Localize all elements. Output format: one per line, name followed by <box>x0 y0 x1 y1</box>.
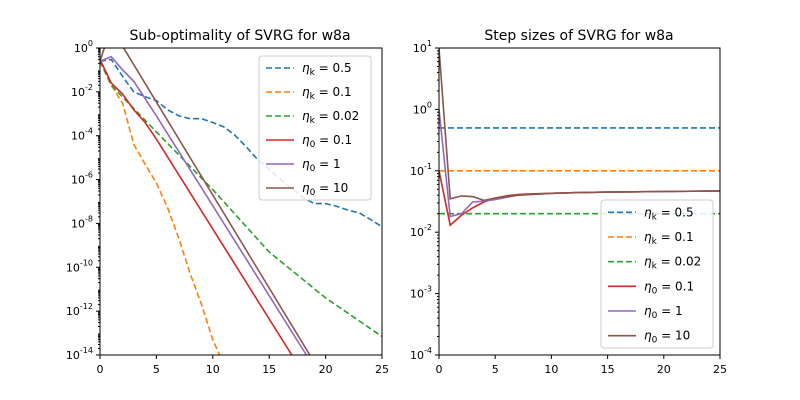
y-tick-label: 101 <box>413 39 432 55</box>
x-tick-label: 5 <box>492 363 499 376</box>
legend-label: ηk = 0.5 <box>302 61 352 78</box>
x-tick-label: 20 <box>319 363 333 376</box>
legend-label: ηk = 0.02 <box>302 109 359 126</box>
y-tick-label: 100 <box>74 39 93 55</box>
y-tick-label: 10-4 <box>410 346 432 362</box>
series-line <box>439 48 720 202</box>
y-tick-label: 10-3 <box>410 285 432 301</box>
y-tick-label: 10-2 <box>71 83 93 99</box>
x-tick-label: 25 <box>713 363 727 376</box>
x-tick-label: 5 <box>153 363 160 376</box>
legend-label: ηk = 0.02 <box>644 255 701 272</box>
axes-frame <box>99 47 383 356</box>
series-line <box>100 55 308 355</box>
x-tick-label: 25 <box>375 363 389 376</box>
y-tick-label: 10-4 <box>71 127 93 143</box>
legend-label: η0 = 10 <box>644 329 690 346</box>
series-line <box>100 60 221 355</box>
x-tick-label: 0 <box>97 363 104 376</box>
legend-box <box>600 199 714 349</box>
legend-label: ηk = 0.1 <box>302 85 352 102</box>
y-tick-label: 10-2 <box>410 223 432 239</box>
legend: ηk = 0.5 ηk = 0.1 ηk = 0.02 η0 = 0.1 η0 = 1 η… <box>258 55 372 201</box>
series-group <box>100 48 382 355</box>
y-tick-label: 10-10 <box>66 258 93 274</box>
series-group <box>439 48 720 227</box>
legend-label: ηk = 0.5 <box>644 205 694 222</box>
x-tick-label: 15 <box>601 363 615 376</box>
x-tick-label: 10 <box>544 363 558 376</box>
axes-frame <box>438 47 721 356</box>
chart-title: Step sizes of SVRG for w8a <box>484 28 673 44</box>
y-tick-label: 10-14 <box>66 346 93 362</box>
y-tick-label: 10-6 <box>71 171 93 187</box>
chart-title: Sub-optimality of SVRG for w8a <box>129 28 350 44</box>
legend-label: η0 = 0.1 <box>302 133 352 150</box>
y-tick-label: 10-8 <box>71 214 93 230</box>
legend-label: η0 = 1 <box>302 157 341 174</box>
x-tick-label: 15 <box>262 363 276 376</box>
series-line <box>100 58 382 228</box>
y-tick-label: 10-1 <box>410 162 432 178</box>
legend: ηk = 0.5 ηk = 0.1 ηk = 0.02 η0 = 0.1 η0 = 1 η… <box>600 199 714 349</box>
chart-sub-optimality: Sub-optimality of SVRG for w8a 0 5 10 15 20 2… <box>66 28 389 376</box>
x-tick-label: 10 <box>206 363 220 376</box>
y-tick-label: 100 <box>413 100 432 116</box>
x-tick-label: 0 <box>436 363 443 376</box>
x-tick-label: 20 <box>657 363 671 376</box>
legend-label: ηk = 0.1 <box>644 230 694 247</box>
legend-label: η0 = 10 <box>302 181 348 198</box>
legend-label: η0 = 0.1 <box>644 279 694 296</box>
series-line <box>100 59 293 355</box>
y-tick-label: 10-12 <box>66 302 93 318</box>
legend-box <box>258 55 372 201</box>
legend-label: η0 = 1 <box>644 304 683 321</box>
chart-step-sizes: Step sizes of SVRG for w8a 0 5 10 15 20 25 101… <box>410 28 727 376</box>
series-line <box>100 60 382 338</box>
series-line <box>100 48 311 355</box>
